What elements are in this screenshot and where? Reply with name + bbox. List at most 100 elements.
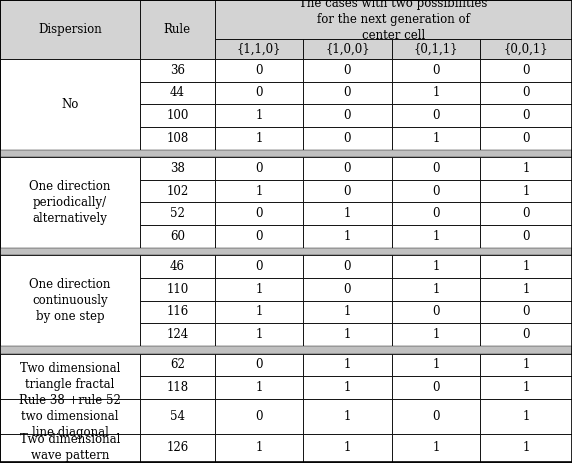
- Bar: [0, 346, 572, 354]
- Text: 1: 1: [432, 86, 440, 100]
- Bar: [140, 376, 214, 399]
- Bar: [303, 104, 392, 127]
- Text: 0: 0: [255, 207, 263, 220]
- Text: 0: 0: [432, 185, 440, 198]
- Text: 1: 1: [255, 132, 263, 145]
- Text: 0: 0: [344, 185, 351, 198]
- Text: 1: 1: [523, 162, 530, 175]
- Bar: [303, 354, 392, 376]
- Text: {0,1,1}: {0,1,1}: [414, 42, 458, 55]
- Bar: [392, 39, 480, 59]
- Bar: [140, 323, 214, 346]
- Text: 0: 0: [344, 260, 351, 273]
- Text: 118: 118: [166, 381, 188, 394]
- Bar: [392, 376, 480, 399]
- Text: 0: 0: [432, 207, 440, 220]
- Text: 0: 0: [255, 358, 263, 371]
- Text: 0: 0: [522, 207, 530, 220]
- Bar: [214, 104, 303, 127]
- Text: 60: 60: [170, 230, 185, 243]
- Bar: [392, 434, 480, 462]
- Text: 1: 1: [344, 230, 351, 243]
- Text: 1: 1: [344, 305, 351, 319]
- Bar: [0, 150, 572, 157]
- Bar: [392, 354, 480, 376]
- Bar: [0, 157, 140, 248]
- Bar: [140, 255, 214, 278]
- Bar: [303, 376, 392, 399]
- Bar: [303, 202, 392, 225]
- Bar: [214, 255, 303, 278]
- Bar: [303, 255, 392, 278]
- Bar: [480, 225, 572, 248]
- Bar: [392, 225, 480, 248]
- Text: 0: 0: [255, 410, 263, 423]
- Bar: [303, 399, 392, 434]
- Text: {0,0,1}: {0,0,1}: [504, 42, 549, 55]
- Text: 38: 38: [170, 162, 185, 175]
- Text: {1,0,0}: {1,0,0}: [325, 42, 370, 55]
- Bar: [480, 59, 572, 82]
- Bar: [303, 278, 392, 301]
- Text: 1: 1: [523, 358, 530, 371]
- Bar: [214, 434, 303, 462]
- Bar: [214, 225, 303, 248]
- Bar: [392, 202, 480, 225]
- Bar: [303, 301, 392, 323]
- Bar: [140, 59, 214, 82]
- Text: 1: 1: [523, 260, 530, 273]
- Text: 36: 36: [170, 64, 185, 77]
- Text: 1: 1: [523, 441, 530, 455]
- Bar: [140, 180, 214, 202]
- Text: 1: 1: [432, 441, 440, 455]
- Bar: [480, 399, 572, 434]
- Bar: [392, 104, 480, 127]
- Text: 1: 1: [255, 305, 263, 319]
- Bar: [480, 157, 572, 180]
- Bar: [303, 39, 392, 59]
- Text: 0: 0: [522, 109, 530, 122]
- Text: 46: 46: [170, 260, 185, 273]
- Bar: [0, 354, 140, 399]
- Text: 1: 1: [344, 328, 351, 341]
- Bar: [214, 376, 303, 399]
- Bar: [214, 399, 303, 434]
- Bar: [303, 82, 392, 104]
- Bar: [303, 323, 392, 346]
- Text: 0: 0: [432, 64, 440, 77]
- Text: 0: 0: [255, 86, 263, 100]
- Text: 0: 0: [522, 86, 530, 100]
- Text: 0: 0: [522, 64, 530, 77]
- Bar: [140, 157, 214, 180]
- Bar: [303, 157, 392, 180]
- Bar: [480, 323, 572, 346]
- Text: {1,1,0}: {1,1,0}: [237, 42, 281, 55]
- Text: 100: 100: [166, 109, 189, 122]
- Text: 1: 1: [523, 381, 530, 394]
- Text: 1: 1: [255, 283, 263, 296]
- Text: Two dimensional
triangle fractal: Two dimensional triangle fractal: [20, 362, 120, 391]
- Bar: [480, 180, 572, 202]
- Bar: [392, 399, 480, 434]
- Bar: [303, 127, 392, 150]
- Bar: [0, 434, 140, 462]
- Text: 1: 1: [255, 381, 263, 394]
- Text: 1: 1: [432, 230, 440, 243]
- Text: 1: 1: [523, 283, 530, 296]
- Text: 0: 0: [344, 132, 351, 145]
- Bar: [214, 180, 303, 202]
- Text: 0: 0: [432, 381, 440, 394]
- Bar: [140, 354, 214, 376]
- Text: 0: 0: [432, 109, 440, 122]
- Text: 1: 1: [344, 381, 351, 394]
- Text: 44: 44: [170, 86, 185, 100]
- Text: 124: 124: [166, 328, 188, 341]
- Text: 0: 0: [344, 64, 351, 77]
- Bar: [140, 225, 214, 248]
- Text: 0: 0: [344, 86, 351, 100]
- Text: 102: 102: [166, 185, 188, 198]
- Bar: [303, 434, 392, 462]
- Bar: [0, 399, 140, 434]
- Text: 0: 0: [344, 109, 351, 122]
- Text: 0: 0: [255, 162, 263, 175]
